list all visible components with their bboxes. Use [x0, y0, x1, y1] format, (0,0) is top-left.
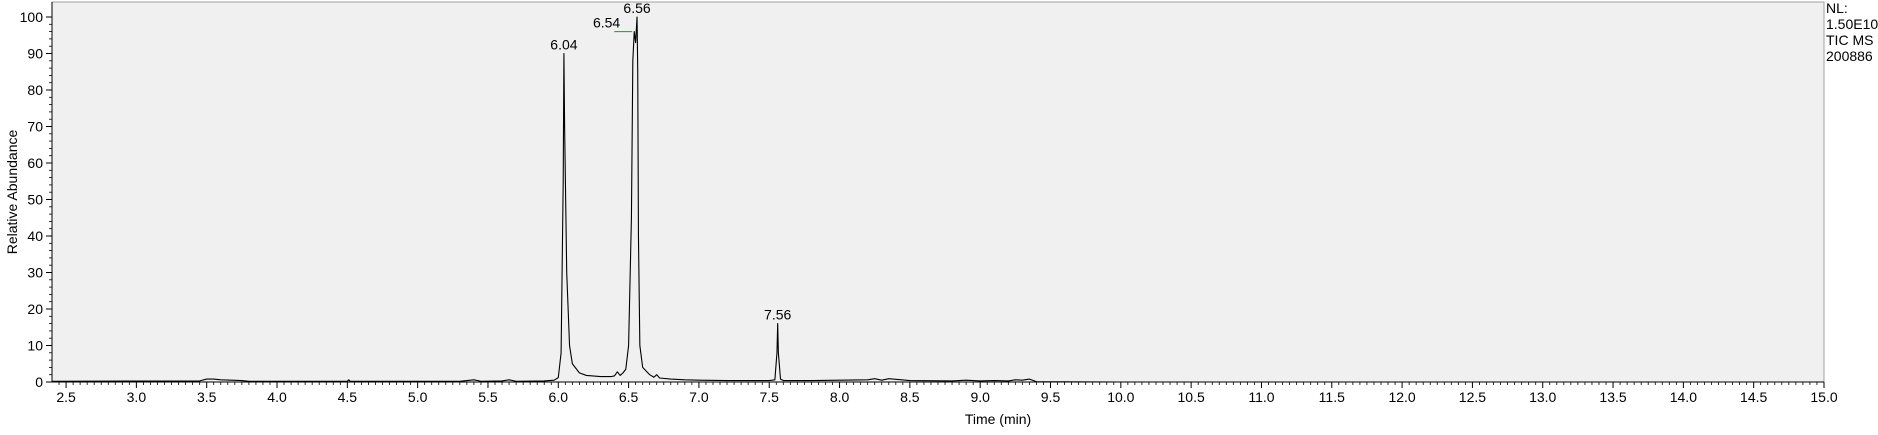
info-line: TIC MS [1826, 32, 1873, 48]
x-tick-label: 14.5 [1740, 389, 1767, 405]
x-tick-label: 5.5 [478, 389, 498, 405]
y-tick-label: 50 [27, 192, 43, 208]
y-axis-title: Relative Abundance [4, 130, 20, 255]
x-tick-label: 12.5 [1459, 389, 1486, 405]
x-axis-title: Time (min) [965, 411, 1031, 427]
x-tick-label: 7.0 [689, 389, 709, 405]
y-tick-label: 20 [27, 301, 43, 317]
x-tick-label: 14.0 [1670, 389, 1697, 405]
x-tick-label: 13.0 [1529, 389, 1556, 405]
y-tick-label: 70 [27, 119, 43, 135]
x-tick-label: 15.0 [1810, 389, 1837, 405]
x-tick-label: 4.0 [267, 389, 287, 405]
x-tick-label: 9.5 [1041, 389, 1061, 405]
x-tick-label: 6.5 [619, 389, 639, 405]
x-tick-label: 11.5 [1319, 389, 1345, 405]
x-tick-label: 13.5 [1599, 389, 1626, 405]
peak-label: 6.04 [550, 37, 577, 53]
peak-label: 6.56 [623, 0, 650, 16]
x-tick-label: 8.5 [900, 389, 920, 405]
info-line: NL: [1826, 0, 1848, 16]
y-tick-label: 100 [20, 9, 44, 25]
x-tick-label: 11.0 [1248, 389, 1274, 405]
x-tick-label: 6.0 [549, 389, 569, 405]
plot-area [51, 1, 1825, 383]
peak-label: 7.56 [764, 307, 791, 323]
y-tick-label: 0 [35, 374, 43, 390]
x-tick-label: 2.5 [56, 389, 76, 405]
series-line-0 [51, 16, 1824, 383]
y-tick-label: 80 [27, 82, 43, 98]
x-tick-label: 3.5 [197, 389, 217, 405]
y-tick-label: 30 [27, 265, 43, 281]
x-tick-label: 9.0 [970, 389, 990, 405]
x-tick-label: 10.0 [1107, 389, 1134, 405]
info-line: 200886 [1826, 48, 1873, 64]
info-line: 1.50E10 [1826, 16, 1878, 32]
peak-label: 6.54 [593, 15, 620, 31]
y-tick-label: 60 [27, 155, 43, 171]
x-tick-label: 10.5 [1178, 389, 1205, 405]
y-tick-label: 90 [27, 46, 43, 62]
x-tick-label: 12.0 [1388, 389, 1415, 405]
x-tick-label: 8.0 [830, 389, 850, 405]
y-tick-label: 40 [27, 228, 43, 244]
x-tick-label: 3.0 [127, 389, 147, 405]
x-tick-label: 7.5 [760, 389, 780, 405]
y-tick-label: 10 [27, 338, 43, 354]
x-tick-label: 4.5 [338, 389, 358, 405]
x-tick-label: 5.0 [408, 389, 428, 405]
